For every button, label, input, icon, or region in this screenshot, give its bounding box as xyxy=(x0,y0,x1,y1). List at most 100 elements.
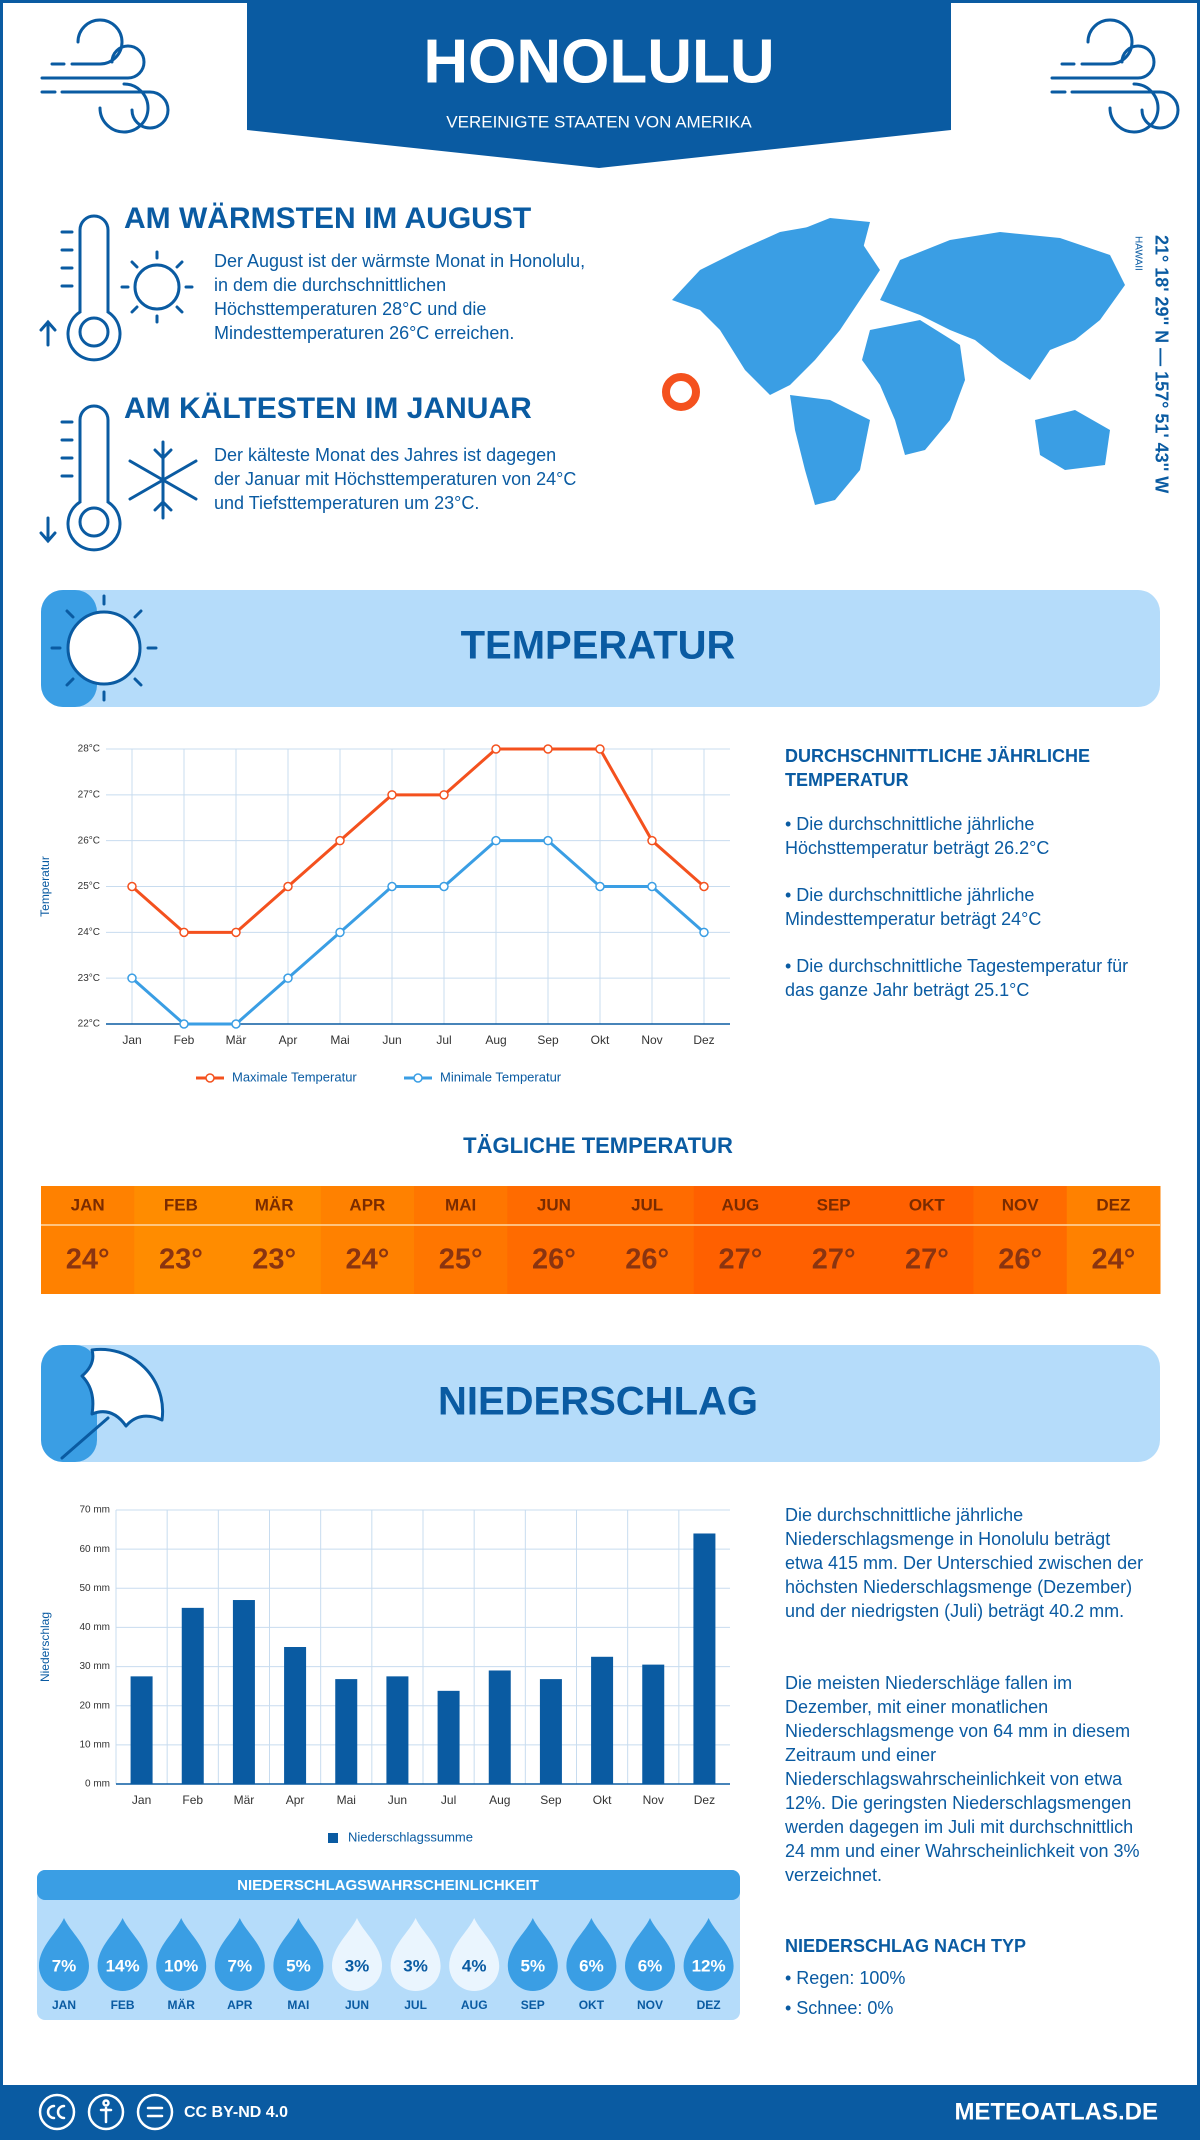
summary-title: DURCHSCHNITTLICHE JÄHRLICHE TEMPERATUR xyxy=(785,746,1090,790)
banner-corner xyxy=(41,1345,97,1462)
x-tick-label: Dez xyxy=(694,1793,715,1807)
line-series xyxy=(131,839,705,1026)
probability-drop xyxy=(683,1918,734,1991)
daily-value: 26° xyxy=(532,1244,576,1276)
line-point xyxy=(387,881,397,892)
y-tick-label: 0 mm xyxy=(85,1779,110,1790)
y-tick-label: 60 mm xyxy=(79,1544,110,1555)
line-point xyxy=(543,835,553,846)
line-point xyxy=(595,744,605,754)
x-tick-label: Jan xyxy=(122,1033,141,1047)
line-point xyxy=(179,927,189,938)
thermometer-cold-icon xyxy=(39,404,198,552)
daily-cell xyxy=(1066,1186,1161,1294)
y-axis-label: Temperatur xyxy=(38,856,52,917)
line-point xyxy=(127,881,137,892)
daily-month: OKT xyxy=(909,1195,946,1214)
daily-cell xyxy=(227,1186,322,1294)
probability-month: SEP xyxy=(521,1998,545,2012)
probability-month: JUL xyxy=(404,1998,427,2012)
probability-drop xyxy=(566,1918,617,1991)
daily-value: 26° xyxy=(998,1244,1042,1276)
x-tick-label: Mär xyxy=(226,1033,247,1047)
bar xyxy=(335,1679,358,1784)
daily-month: DEZ xyxy=(1096,1195,1130,1214)
bar xyxy=(539,1679,562,1784)
x-tick-label: Aug xyxy=(485,1033,506,1047)
bar xyxy=(130,1676,153,1784)
bar xyxy=(437,1690,460,1784)
section-title: NIEDERSCHLAG xyxy=(438,1380,758,1424)
x-tick-label: Jan xyxy=(132,1793,151,1807)
sun-icon xyxy=(50,594,158,702)
umbrella-icon xyxy=(60,1347,165,1460)
daily-title: TÄGLICHE TEMPERATUR xyxy=(463,1133,733,1158)
daily-cell xyxy=(507,1186,601,1294)
footer-site: METEOATLAS.DE xyxy=(954,2098,1158,2125)
x-tick-label: Aug xyxy=(489,1793,510,1807)
y-tick-label: 27°C xyxy=(78,789,100,800)
section-title: TEMPERATUR xyxy=(461,624,736,668)
x-tick-label: Jul xyxy=(436,1033,451,1047)
line-point xyxy=(647,881,657,892)
daily-value: 27° xyxy=(812,1244,856,1276)
daily-month: MAI xyxy=(445,1195,476,1214)
legend-marker xyxy=(205,1073,215,1083)
probability-drop xyxy=(39,1918,89,1991)
probability-drop xyxy=(449,1918,500,1991)
probability-month: MÄR xyxy=(168,1997,196,2012)
bar xyxy=(284,1647,307,1784)
y-axis-label: Niederschlag xyxy=(38,1612,52,1682)
daily-month: SEP xyxy=(817,1195,851,1214)
footer-band xyxy=(0,2085,1200,2140)
type-title: NIEDERSCHLAG NACH TYP xyxy=(785,1936,1026,1956)
bar xyxy=(232,1600,255,1784)
probability-box xyxy=(37,1870,740,2020)
probability-month: OKT xyxy=(579,1998,605,2012)
y-tick-label: 10 mm xyxy=(79,1739,110,1750)
daily-month: NOV xyxy=(1002,1195,1040,1214)
probability-drop xyxy=(156,1918,207,1991)
x-tick-label: Feb xyxy=(182,1793,203,1807)
header-band xyxy=(247,0,951,168)
wind-icon xyxy=(40,18,170,134)
probability-month: AUG xyxy=(461,1998,488,2012)
probability-value: 7% xyxy=(228,1956,253,1975)
probability-month: NOV xyxy=(637,1998,663,2012)
summary-item: • Die durchschnittliche jährliche Mindes… xyxy=(785,885,1042,929)
page-subtitle: VEREINIGTE STAATEN VON AMERIKA xyxy=(446,112,752,131)
daily-cell xyxy=(600,1186,695,1294)
probability-month: APR xyxy=(227,1998,253,2012)
daily-cell xyxy=(320,1186,415,1294)
probability-month: FEB xyxy=(111,1998,135,2012)
daily-value: 24° xyxy=(345,1244,389,1276)
type-item: • Regen: 100% xyxy=(785,1968,905,1988)
y-tick-label: 24°C xyxy=(78,927,100,938)
location-coordinates: 21° 18' 29'' N — 157° 51' 43'' W xyxy=(1151,235,1171,493)
daily-month: JUL xyxy=(631,1195,663,1214)
line-point xyxy=(283,881,293,892)
line-point xyxy=(699,881,709,892)
probability-value: 10% xyxy=(164,1956,198,1975)
x-tick-label: Dez xyxy=(693,1033,714,1047)
warmest-title: AM WÄRMSTEN IM AUGUST xyxy=(124,202,531,235)
daily-cell xyxy=(41,1186,135,1294)
probability-value: 14% xyxy=(106,1956,140,1975)
probability-value: 6% xyxy=(579,1956,604,1975)
probability-drop xyxy=(273,1918,324,1991)
x-tick-label: Jun xyxy=(382,1033,401,1047)
probability-value: 4% xyxy=(462,1956,487,1975)
x-tick-label: Jun xyxy=(388,1793,407,1807)
bar xyxy=(181,1607,204,1784)
daily-month: MÄR xyxy=(255,1195,294,1214)
location-marker xyxy=(662,373,700,411)
line-point xyxy=(699,927,709,938)
x-tick-label: Okt xyxy=(591,1033,610,1047)
line-point xyxy=(491,744,501,754)
legend-label: Minimale Temperatur xyxy=(440,1069,562,1084)
line-point xyxy=(231,1019,241,1029)
thermometer-warm-icon xyxy=(39,214,194,362)
probability-value: 6% xyxy=(638,1956,663,1975)
